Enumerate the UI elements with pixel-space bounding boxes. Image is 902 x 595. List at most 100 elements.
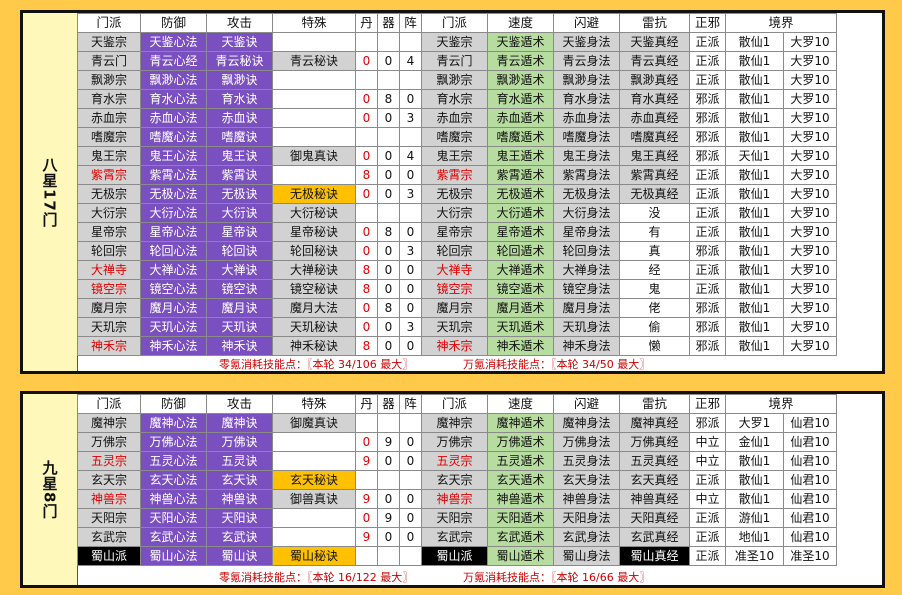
zhen-value: 4 (399, 51, 422, 71)
alignment: 正派 (689, 184, 726, 204)
thunder-resist: 经 (619, 260, 690, 280)
table-row: 嗜魔宗 嗜魔心法 嗜魔诀 嗜魔宗 嗜魔遁术 嗜魔身法 嗜魔真经 邪派 散仙1 大罗10 (77, 127, 838, 147)
alignment: 中立 (689, 489, 726, 509)
special-skill (272, 70, 356, 90)
panel-side-label: 九星8门 (23, 394, 78, 585)
realm-start: 散仙1 (725, 470, 784, 490)
sect-name: 玄武宗 (77, 527, 141, 547)
realm-end: 大罗10 (782, 222, 838, 242)
speed-skill: 青云遁术 (487, 51, 554, 71)
speed-skill: 轮回遁术 (487, 241, 554, 261)
sect-name-2: 青云门 (421, 51, 488, 71)
sect-name-2: 神兽宗 (421, 489, 488, 509)
table-row: 大衍宗 大衍心法 大衍诀 大衍秘诀 大衍宗 大衍遁术 大衍身法没正派 散仙1 大罗10 (77, 203, 838, 223)
thunder-resist: 有 (619, 222, 690, 242)
header-special: 特殊 (272, 13, 356, 33)
realm-end: 仙君10 (782, 527, 838, 547)
dan-value (355, 413, 378, 433)
qi-value: 8 (377, 89, 400, 109)
sect-name-2: 玄武宗 (421, 527, 488, 547)
sect-name: 蜀山派 (77, 546, 141, 566)
special-skill: 轮回秘诀 (272, 241, 356, 261)
dodge-skill: 赤血身法 (553, 108, 620, 128)
qi-value: 0 (377, 527, 400, 547)
alignment: 邪派 (689, 298, 726, 318)
realm-start: 散仙1 (725, 184, 784, 204)
realm-end: 仙君10 (782, 470, 838, 490)
special-skill (272, 32, 356, 52)
header-defense: 防御 (140, 13, 207, 33)
alignment: 正派 (689, 32, 726, 52)
dodge-skill: 紫霄身法 (553, 165, 620, 185)
sect-name-2: 天玑宗 (421, 317, 488, 337)
qi-value: 0 (377, 146, 400, 166)
sect-name: 五灵宗 (77, 451, 141, 471)
speed-skill: 镜空遁术 (487, 279, 554, 299)
realm-end: 仙君10 (782, 413, 838, 433)
header-dodge: 闪避 (553, 394, 620, 414)
panel-eight-star: 八星17门 门派 防御 攻击 特殊丹器阵门派 速度 闪避 雷抗 正邪 境界 天鉴宗 天鉴心法 天鉴诀天… (20, 10, 885, 374)
thunder-resist: 真 (619, 241, 690, 261)
attack-skill: 玄武诀 (206, 527, 273, 547)
thunder-resist: 嗜魔真经 (619, 127, 690, 147)
qi-value: 0 (377, 489, 400, 509)
defense-skill: 天阳心法 (140, 508, 207, 528)
dodge-skill: 魔月身法 (553, 298, 620, 318)
header-realm: 境界 (724, 13, 838, 33)
dodge-skill: 神禾身法 (553, 336, 620, 356)
sect-table-nine-star: 门派 防御 攻击 特殊丹器阵门派 速度 闪避 雷抗 正邪 境界 魔神宗 魔神心法 魔神诀 御魔真诀 魔神宗… (77, 394, 838, 566)
realm-start: 散仙1 (725, 317, 784, 337)
special-skill (272, 527, 356, 547)
dodge-skill: 大禅身法 (553, 260, 620, 280)
header-speed: 速度 (487, 394, 554, 414)
speed-skill: 大禅遁术 (487, 260, 554, 280)
dan-value: 8 (355, 260, 378, 280)
sect-name-2: 大禅寺 (421, 260, 488, 280)
sect-name: 天玑宗 (77, 317, 141, 337)
sect-name-2: 五灵宗 (421, 451, 488, 471)
sect-name: 魔月宗 (77, 298, 141, 318)
dan-value: 8 (355, 336, 378, 356)
sect-name: 飘渺宗 (77, 70, 141, 90)
zhen-value: 0 (399, 527, 422, 547)
zhen-value: 0 (399, 336, 422, 356)
realm-end: 大罗10 (782, 336, 838, 356)
attack-skill: 育水诀 (206, 89, 273, 109)
dodge-skill: 无极身法 (553, 184, 620, 204)
qi-value (377, 32, 400, 52)
header-sect: 门派 (77, 13, 141, 33)
zhen-value: 3 (399, 108, 422, 128)
alignment: 正派 (689, 222, 726, 242)
qi-value (377, 70, 400, 90)
defense-skill: 赤血心法 (140, 108, 207, 128)
realm-start: 散仙1 (725, 260, 784, 280)
qi-value (377, 413, 400, 433)
sect-name: 无极宗 (77, 184, 141, 204)
attack-skill: 星帝诀 (206, 222, 273, 242)
special-skill: 星帝秘诀 (272, 222, 356, 242)
attack-skill: 天鉴诀 (206, 32, 273, 52)
attack-skill: 蜀山诀 (206, 546, 273, 566)
alignment: 邪派 (689, 146, 726, 166)
thunder-resist: 紫霄真经 (619, 165, 690, 185)
realm-start: 散仙1 (725, 108, 784, 128)
alignment: 邪派 (689, 317, 726, 337)
sect-name: 神兽宗 (77, 489, 141, 509)
defense-skill: 五灵心法 (140, 451, 207, 471)
zhen-value: 4 (399, 146, 422, 166)
sect-name: 青云门 (77, 51, 141, 71)
alignment: 正派 (689, 279, 726, 299)
dan-value: 9 (355, 489, 378, 509)
dan-value: 0 (355, 508, 378, 528)
thunder-resist: 魔神真经 (619, 413, 690, 433)
realm-end: 仙君10 (782, 432, 838, 452)
zhen-value: 0 (399, 489, 422, 509)
dodge-skill: 神兽身法 (553, 489, 620, 509)
qi-value (377, 127, 400, 147)
defense-skill: 蜀山心法 (140, 546, 207, 566)
dan-value (355, 70, 378, 90)
dan-value: 9 (355, 451, 378, 471)
dodge-skill: 飘渺身法 (553, 70, 620, 90)
alignment: 正派 (689, 470, 726, 490)
